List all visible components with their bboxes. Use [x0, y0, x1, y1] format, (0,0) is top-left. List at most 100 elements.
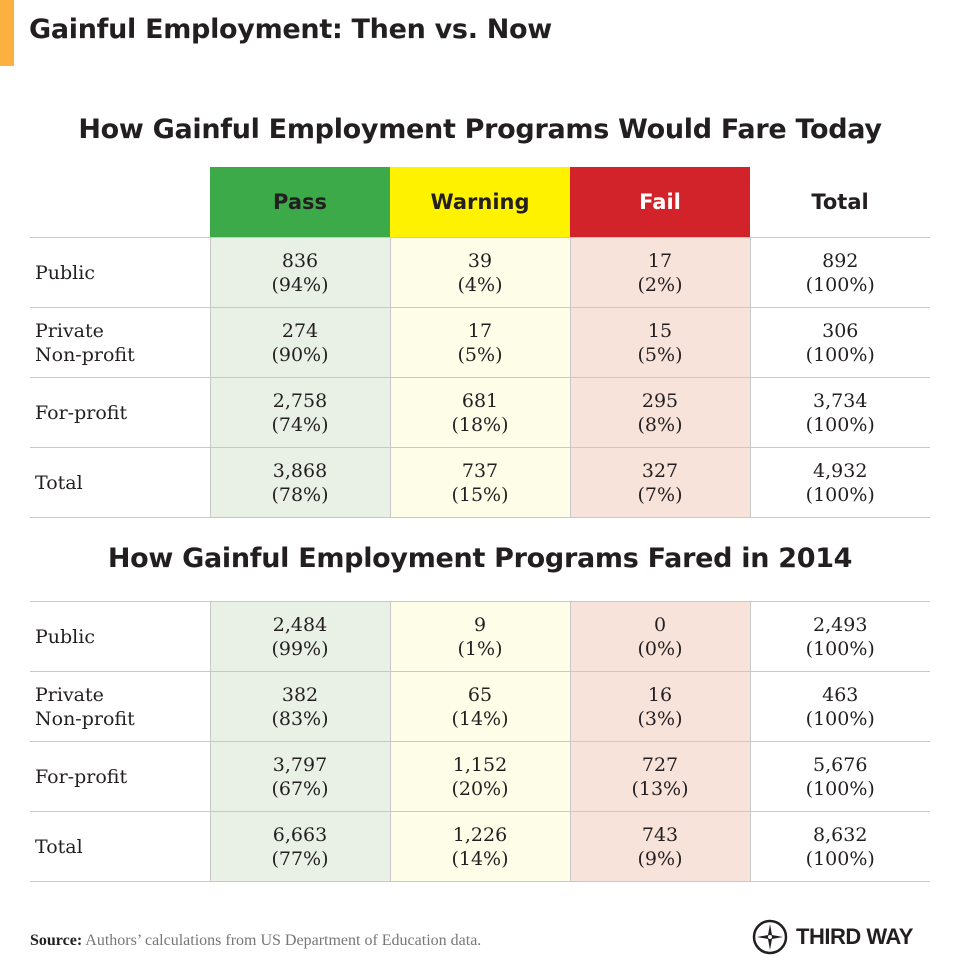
cell-percent: (94%)	[271, 273, 329, 296]
cell-count: 8,632	[813, 823, 868, 846]
cell-warning: 65 (14%)	[389, 671, 570, 742]
cell-total: 5,676 (100%)	[750, 741, 930, 812]
cell-pass: 836 (94%)	[209, 237, 390, 308]
header-pass: Pass	[210, 167, 390, 238]
cell-count: 463	[822, 683, 859, 706]
cell-fail: 16 (3%)	[569, 671, 751, 742]
cell-count: 2,493	[813, 613, 868, 636]
cell-percent: (100%)	[805, 847, 875, 870]
cell-count: 727	[641, 753, 679, 776]
cell-warning: 9 (1%)	[389, 601, 570, 672]
cell-warning: 17 (5%)	[389, 307, 570, 378]
cell-count: 306	[822, 319, 859, 342]
header-empty	[30, 167, 210, 238]
table-today: Pass Warning Fail Total Public 836 (94%) 39…	[30, 167, 930, 518]
cell-count: 17	[467, 319, 493, 342]
cell-pass: 3,868 (78%)	[209, 447, 390, 518]
cell-warning: 737 (15%)	[389, 447, 570, 518]
row-label: Public	[30, 601, 210, 672]
table-row: Total 3,868 (78%) 737 (15%) 327 (7%) 4,932 (100%…	[30, 447, 930, 518]
cell-pass: 2,484 (99%)	[209, 601, 390, 672]
cell-percent: (100%)	[805, 483, 875, 506]
cell-percent: (100%)	[805, 637, 875, 660]
cell-count: 3,868	[272, 459, 328, 482]
cell-count: 65	[467, 683, 493, 706]
source-label: Source:	[30, 932, 83, 949]
cell-percent: (5%)	[457, 343, 503, 366]
row-label: For-profit	[30, 741, 210, 812]
cell-count: 16	[647, 683, 673, 706]
cell-percent: (100%)	[805, 413, 875, 436]
source-text: Authors’ calculations from US Department…	[85, 932, 482, 949]
table-title-2014: How Gainful Employment Programs Fared in…	[107, 543, 853, 574]
cell-percent: (4%)	[457, 273, 503, 296]
row-label: Total	[30, 447, 210, 518]
cell-count: 274	[281, 319, 319, 342]
row-label: Private Non-profit	[30, 671, 210, 742]
cell-pass: 382 (83%)	[209, 671, 390, 742]
cell-count: 836	[281, 249, 319, 272]
cell-count: 3,734	[813, 389, 868, 412]
cell-percent: (5%)	[637, 343, 683, 366]
cell-percent: (3%)	[637, 707, 683, 730]
cell-count: 892	[822, 249, 859, 272]
cell-total: 3,734 (100%)	[750, 377, 930, 448]
cell-count: 5,676	[813, 753, 868, 776]
cell-total: 4,932 (100%)	[750, 447, 930, 518]
row-label: Public	[30, 237, 210, 308]
cell-percent: (14%)	[451, 707, 509, 730]
cell-fail: 0 (0%)	[569, 601, 751, 672]
cell-warning: 1,226 (14%)	[389, 811, 570, 882]
accent-bar	[0, 0, 14, 66]
cell-percent: (14%)	[451, 847, 509, 870]
table-row: For-profit 2,758 (74%) 681 (18%) 295 (8%) 3,734…	[30, 377, 930, 448]
cell-pass: 6,663 (77%)	[209, 811, 390, 882]
header-fail: Fail	[570, 167, 750, 238]
cell-percent: (9%)	[637, 847, 683, 870]
cell-percent: (15%)	[451, 483, 509, 506]
cell-percent: (78%)	[271, 483, 329, 506]
header-total: Total	[811, 190, 869, 214]
cell-percent: (100%)	[805, 707, 875, 730]
table-row: Private Non-profit 274 (90%) 17 (5%) 15 (5%) 30…	[30, 307, 930, 378]
cell-warning: 39 (4%)	[389, 237, 570, 308]
cell-count: 382	[281, 683, 319, 706]
cell-percent: (99%)	[271, 637, 329, 660]
cell-total: 892 (100%)	[750, 237, 930, 308]
row-label: Private Non-profit	[30, 307, 210, 378]
cell-pass: 2,758 (74%)	[209, 377, 390, 448]
cell-percent: (8%)	[637, 413, 683, 436]
cell-percent: (100%)	[805, 273, 875, 296]
table-row: Total 6,663 (77%) 1,226 (14%) 743 (9%) 8,632 (10…	[30, 811, 930, 882]
table-row: For-profit 3,797 (67%) 1,152 (20%) 727 (13%) 5,…	[30, 741, 930, 812]
header-warning: Warning	[390, 167, 570, 238]
cell-percent: (1%)	[457, 637, 503, 660]
cell-percent: (7%)	[637, 483, 683, 506]
third-way-logo: THIRD WAY	[752, 919, 913, 955]
cell-count: 9	[473, 613, 487, 636]
cell-percent: (20%)	[451, 777, 509, 800]
main-title: Gainful Employment: Then vs. Now	[29, 14, 552, 45]
cell-percent: (100%)	[805, 343, 875, 366]
row-label: Total	[30, 811, 210, 882]
cell-count: 3,797	[272, 753, 328, 776]
cell-fail: 15 (5%)	[569, 307, 751, 378]
table-row: Public 836 (94%) 39 (4%) 17 (2%) 892 (100%)	[30, 237, 930, 308]
table-row: Public 2,484 (99%) 9 (1%) 0 (0%) 2,493 (100%)	[30, 601, 930, 672]
cell-percent: (83%)	[271, 707, 329, 730]
cell-fail: 727 (13%)	[569, 741, 751, 812]
cell-percent: (13%)	[631, 777, 689, 800]
cell-count: 327	[641, 459, 679, 482]
cell-percent: (74%)	[271, 413, 329, 436]
cell-total: 306 (100%)	[750, 307, 930, 378]
cell-total: 2,493 (100%)	[750, 601, 930, 672]
cell-percent: (67%)	[271, 777, 329, 800]
cell-count: 743	[641, 823, 679, 846]
cell-percent: (2%)	[637, 273, 683, 296]
cell-count: 0	[653, 613, 667, 636]
table-title-today: How Gainful Employment Programs Would Fa…	[78, 114, 882, 145]
cell-fail: 17 (2%)	[569, 237, 751, 308]
cell-fail: 327 (7%)	[569, 447, 751, 518]
cell-count: 2,758	[272, 389, 328, 412]
cell-count: 2,484	[272, 613, 328, 636]
